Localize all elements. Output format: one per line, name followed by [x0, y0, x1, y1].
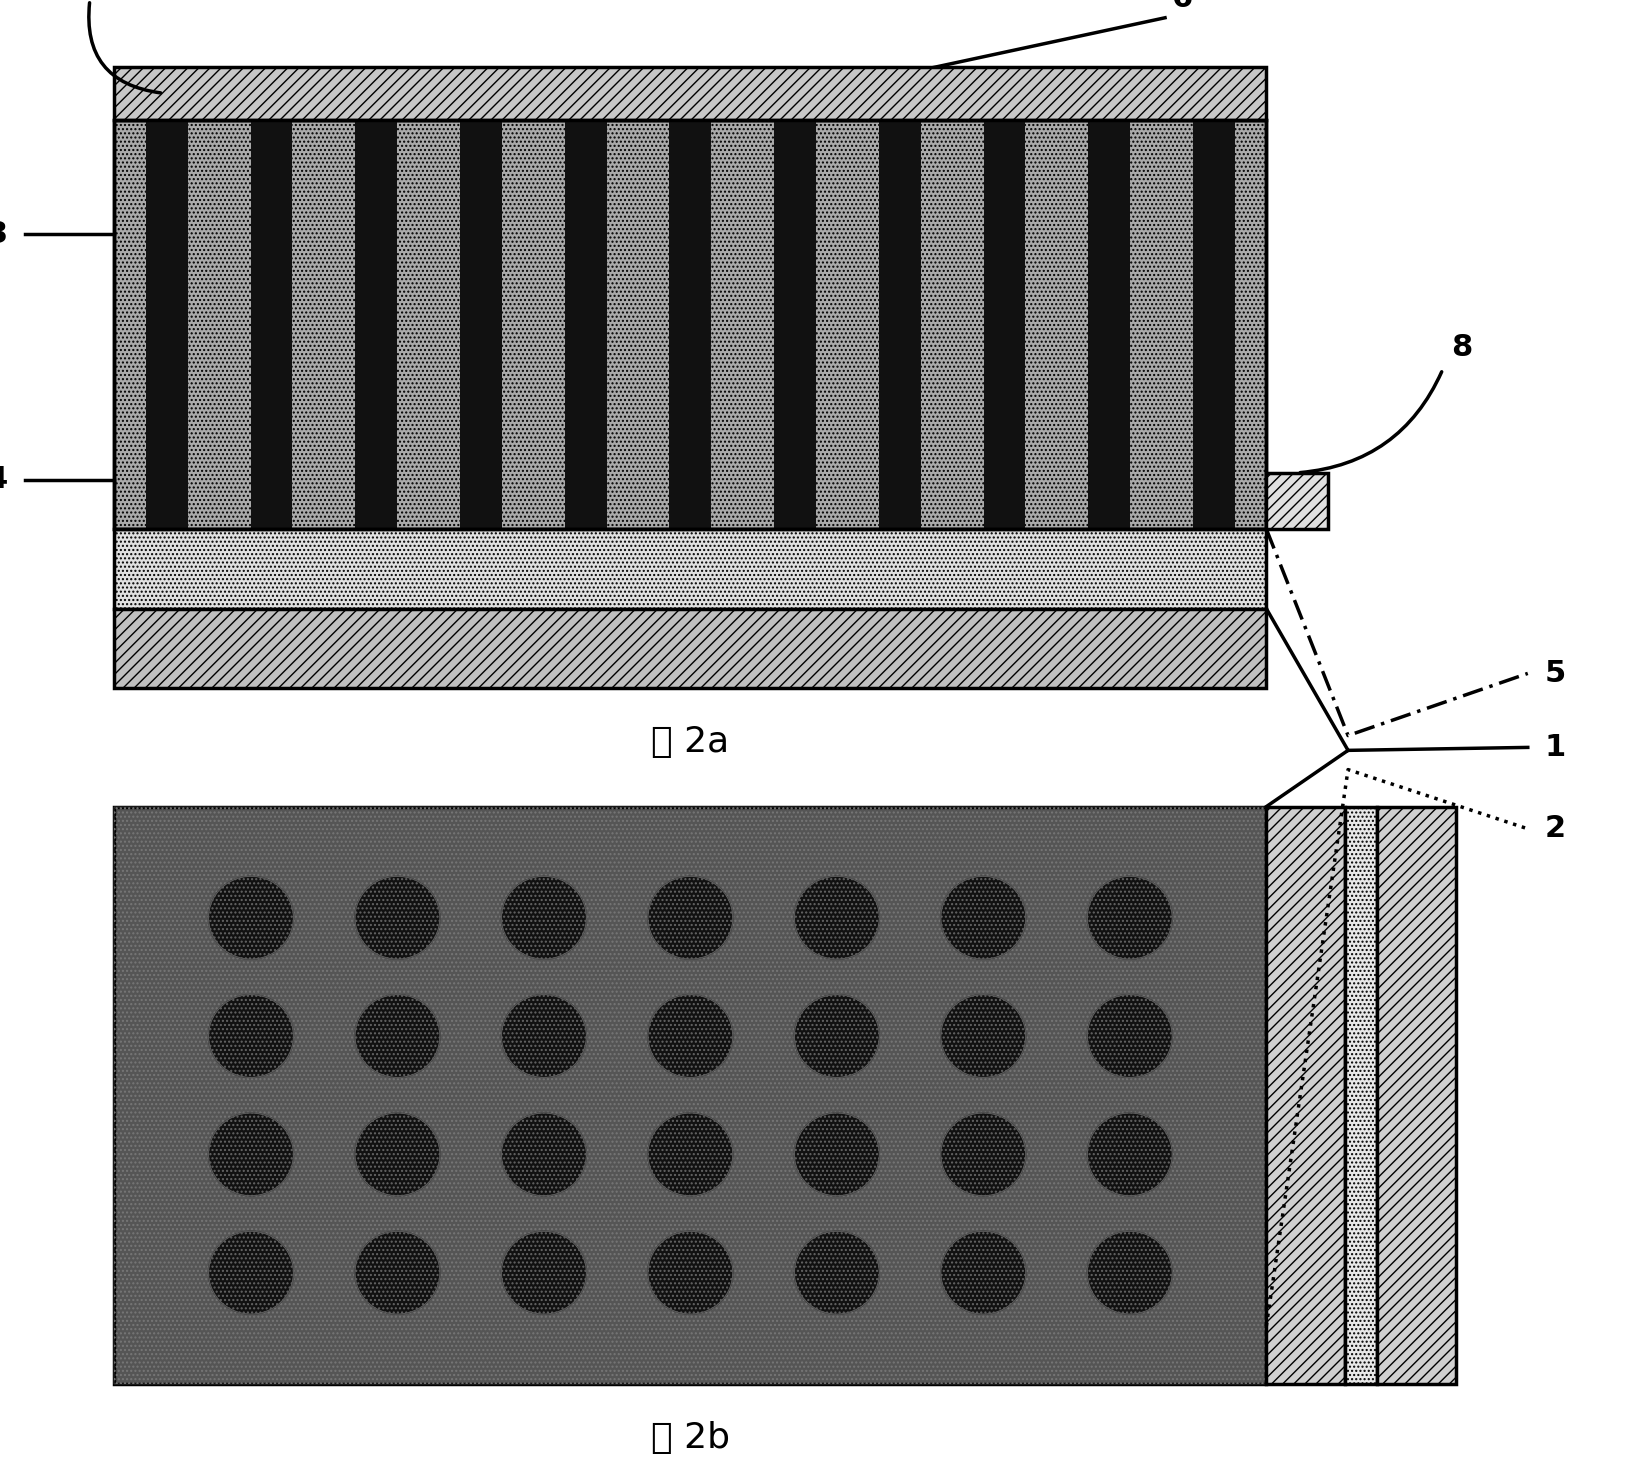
Text: 图 2b: 图 2b — [650, 1421, 730, 1455]
Ellipse shape — [794, 1113, 879, 1196]
Ellipse shape — [1087, 876, 1172, 959]
Polygon shape — [114, 120, 1266, 528]
Text: 1: 1 — [1544, 733, 1565, 762]
Polygon shape — [775, 120, 815, 528]
Ellipse shape — [649, 876, 732, 959]
Polygon shape — [670, 120, 711, 528]
Ellipse shape — [355, 1231, 440, 1314]
Polygon shape — [565, 120, 606, 528]
Ellipse shape — [502, 995, 587, 1077]
Text: 图 2a: 图 2a — [652, 725, 729, 759]
Polygon shape — [114, 807, 1266, 1384]
Ellipse shape — [794, 876, 879, 959]
Polygon shape — [114, 528, 1266, 608]
Ellipse shape — [1087, 1113, 1172, 1196]
Polygon shape — [879, 120, 922, 528]
Text: 6: 6 — [1172, 0, 1193, 13]
Ellipse shape — [941, 876, 1026, 959]
Ellipse shape — [355, 995, 440, 1077]
Polygon shape — [1088, 120, 1131, 528]
Text: 3: 3 — [0, 221, 8, 249]
Polygon shape — [1345, 807, 1377, 1384]
Polygon shape — [1266, 472, 1328, 528]
Ellipse shape — [355, 876, 440, 959]
Polygon shape — [984, 120, 1026, 528]
Ellipse shape — [355, 1113, 440, 1196]
Polygon shape — [355, 120, 397, 528]
Polygon shape — [1193, 120, 1235, 528]
Text: 2: 2 — [1544, 814, 1565, 844]
Ellipse shape — [502, 1113, 587, 1196]
Ellipse shape — [794, 995, 879, 1077]
Ellipse shape — [941, 1113, 1026, 1196]
Polygon shape — [250, 120, 292, 528]
Ellipse shape — [941, 1231, 1026, 1314]
Polygon shape — [1377, 807, 1456, 1384]
Ellipse shape — [502, 876, 587, 959]
Ellipse shape — [502, 1231, 587, 1314]
Polygon shape — [114, 608, 1266, 688]
Ellipse shape — [794, 1231, 879, 1314]
Text: 5: 5 — [1544, 659, 1565, 688]
Ellipse shape — [1087, 995, 1172, 1077]
Polygon shape — [114, 67, 1266, 120]
Polygon shape — [145, 120, 188, 528]
Ellipse shape — [209, 995, 294, 1077]
Ellipse shape — [209, 876, 294, 959]
Polygon shape — [461, 120, 502, 528]
Ellipse shape — [209, 1113, 294, 1196]
Ellipse shape — [941, 995, 1026, 1077]
Text: 4: 4 — [0, 466, 8, 494]
Ellipse shape — [649, 1231, 732, 1314]
Ellipse shape — [1087, 1231, 1172, 1314]
Ellipse shape — [649, 1113, 732, 1196]
Polygon shape — [1266, 807, 1345, 1384]
Ellipse shape — [649, 995, 732, 1077]
Ellipse shape — [209, 1231, 294, 1314]
Text: 8: 8 — [1451, 333, 1472, 361]
